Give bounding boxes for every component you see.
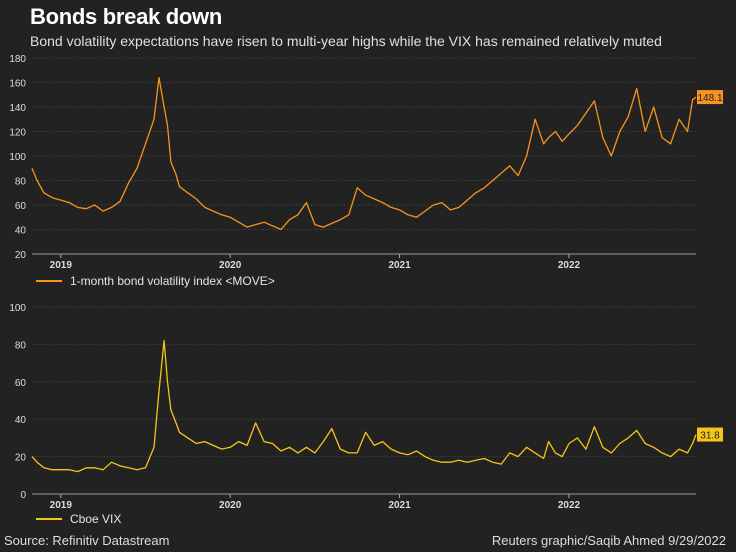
vix-x-tick-labels: 2019 2020 2021 2022 bbox=[50, 494, 581, 511]
x-tick-2022: 2022 bbox=[558, 260, 581, 271]
move-y-tick-labels: 20 40 60 80 100 120 140 160 180 bbox=[9, 54, 26, 261]
vix-y-tick-labels: 0 20 40 60 80 100 bbox=[9, 303, 26, 501]
x-tick-2021: 2021 bbox=[388, 260, 411, 271]
y-tick-60: 60 bbox=[15, 378, 27, 389]
move-panel: 20 40 60 80 100 120 140 160 180 2019 2020 2021 2022… bbox=[9, 54, 723, 288]
y-tick-100: 100 bbox=[9, 152, 26, 163]
credit-note: Reuters graphic/Saqib Ahmed 9/29/2022 bbox=[491, 533, 726, 548]
x-tick-2020: 2020 bbox=[219, 500, 242, 511]
y-tick-20: 20 bbox=[15, 453, 27, 464]
vix-last-value-box bbox=[697, 427, 723, 442]
vix-last-value-label: 31.8 bbox=[700, 431, 720, 442]
y-tick-140: 140 bbox=[9, 103, 26, 114]
y-tick-80: 80 bbox=[15, 177, 27, 188]
y-tick-120: 120 bbox=[9, 128, 26, 139]
vix-panel: 0 20 40 60 80 100 2019 2020 2021 2022 31.8 Cboe … bbox=[9, 303, 723, 526]
source-note: Source: Refinitiv Datastream bbox=[4, 533, 170, 548]
chart-title: Bonds break down bbox=[30, 4, 222, 29]
x-tick-2022: 2022 bbox=[558, 500, 581, 511]
chart-subtitle: Bond volatility expectations have risen … bbox=[30, 33, 662, 49]
move-legend-label: 1-month bond volatility index <MOVE> bbox=[70, 274, 275, 288]
move-x-tick-labels: 2019 2020 2021 2022 bbox=[50, 254, 581, 271]
x-tick-2019: 2019 bbox=[50, 260, 73, 271]
x-tick-2021: 2021 bbox=[388, 500, 411, 511]
y-tick-40: 40 bbox=[15, 415, 27, 426]
move-last-value-label: 148.1 bbox=[697, 93, 722, 104]
y-tick-180: 180 bbox=[9, 54, 26, 65]
vix-series-line bbox=[31, 340, 697, 473]
y-tick-20: 20 bbox=[15, 250, 27, 261]
x-tick-2020: 2020 bbox=[219, 260, 242, 271]
y-tick-80: 80 bbox=[15, 340, 27, 351]
y-tick-100: 100 bbox=[9, 303, 26, 314]
move-gridlines bbox=[32, 57, 696, 230]
y-tick-60: 60 bbox=[15, 201, 27, 212]
y-tick-40: 40 bbox=[15, 226, 27, 237]
vix-legend-label: Cboe VIX bbox=[70, 512, 121, 526]
y-tick-160: 160 bbox=[9, 79, 26, 90]
x-tick-2019: 2019 bbox=[50, 500, 73, 511]
vix-gridlines bbox=[32, 306, 696, 458]
move-series-line bbox=[31, 76, 697, 231]
y-tick-0: 0 bbox=[20, 490, 26, 501]
move-last-value-box bbox=[697, 90, 723, 105]
